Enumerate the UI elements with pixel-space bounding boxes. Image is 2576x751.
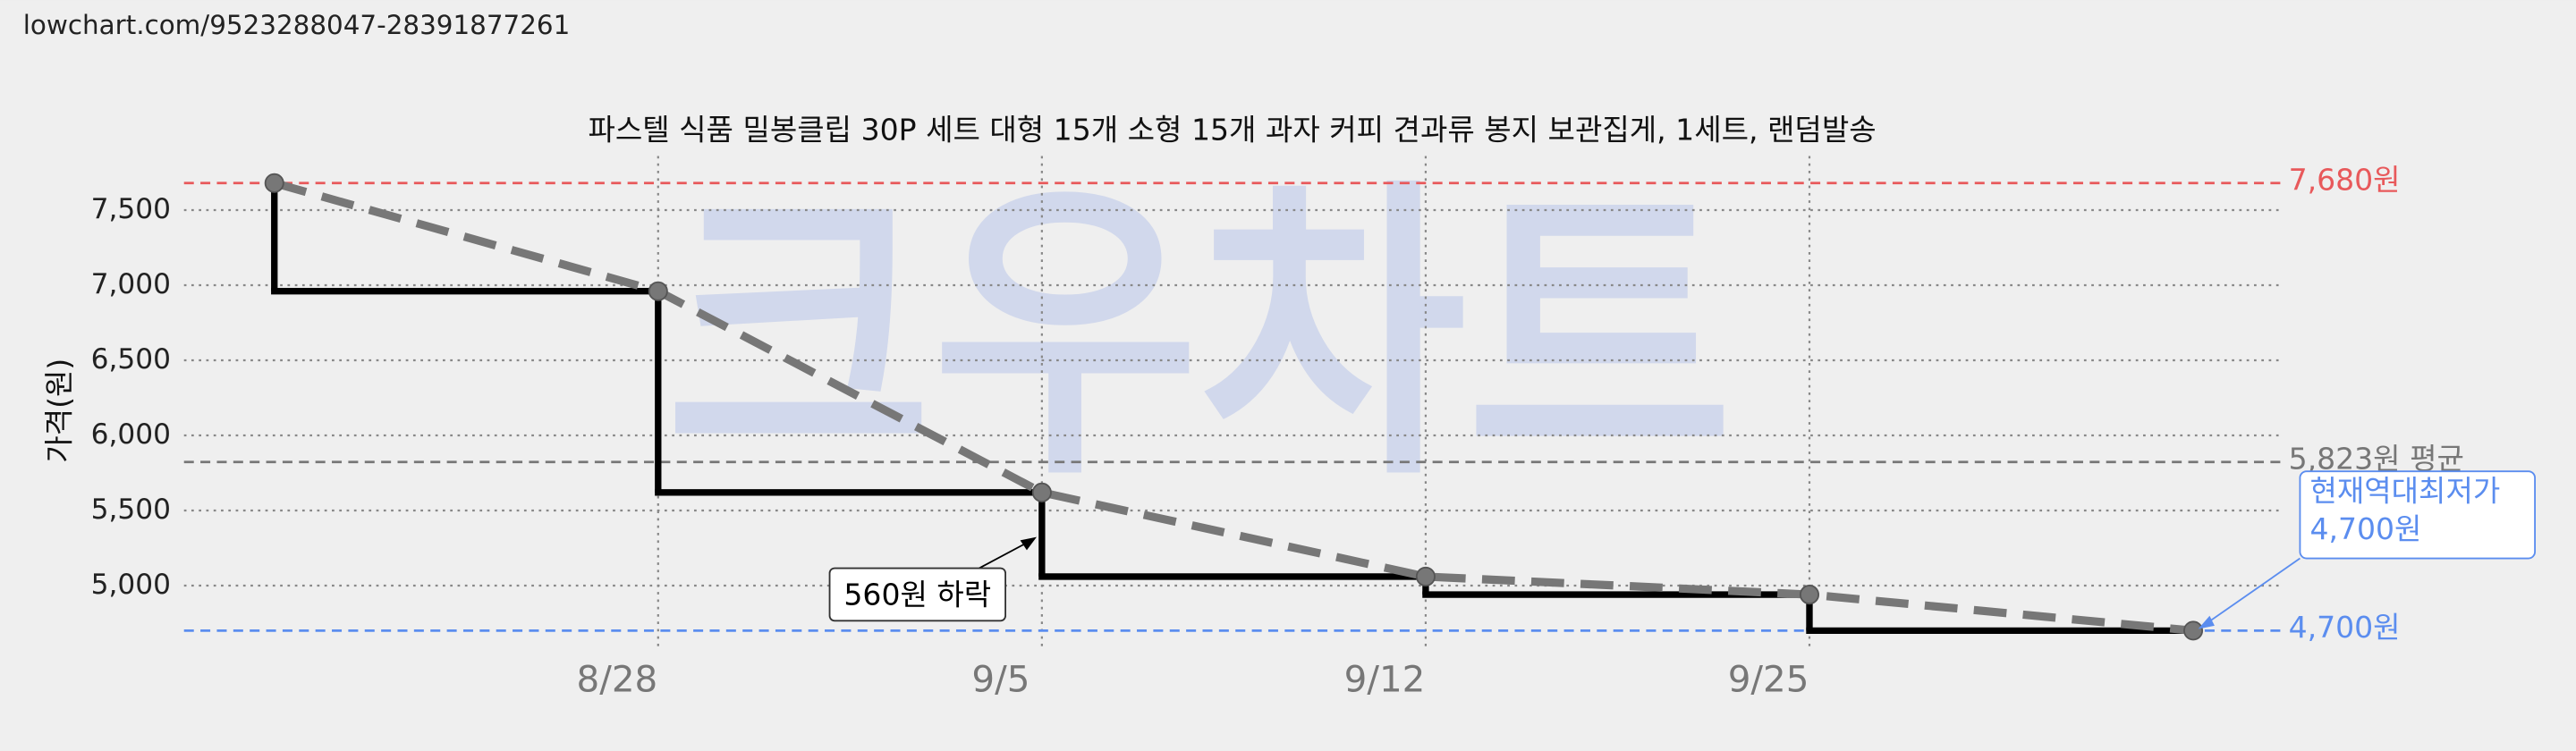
point xyxy=(648,281,668,301)
reference-label: 5,823원 평균 xyxy=(2289,441,2464,476)
reference-label: 4,700원 xyxy=(2289,610,2401,645)
watermark: 크우차트 xyxy=(665,155,1733,518)
point xyxy=(2183,620,2204,641)
annotation-text: 560원 하락 xyxy=(843,577,991,612)
point xyxy=(1415,566,1436,586)
annotation-box xyxy=(828,567,1006,622)
x-tick-label: 9/25 xyxy=(1728,657,1809,700)
chart-title: 파스텔 식품 밀봉클립 30P 세트 대형 15개 소형 15개 과자 커피 견… xyxy=(588,112,1876,147)
annotation-arrowhead xyxy=(2198,615,2215,629)
annotation-text: 현재역대최저가 xyxy=(2309,474,2500,509)
y-tick-label: 5,500 xyxy=(91,494,171,526)
point xyxy=(264,173,284,193)
point xyxy=(1799,585,1820,605)
y-axis-label: 가격(원) xyxy=(41,359,76,463)
y-tick-label: 6,500 xyxy=(91,343,171,376)
x-tick-label: 9/5 xyxy=(971,657,1030,700)
annotation-arrow xyxy=(2207,557,2301,623)
y-tick-label: 7,500 xyxy=(91,193,171,225)
annotation-arrow xyxy=(979,541,1030,570)
reference-label: 7,680원 xyxy=(2289,162,2401,197)
y-tick-label: 6,000 xyxy=(91,418,171,451)
annotation-arrowhead xyxy=(1020,536,1037,551)
point xyxy=(1031,482,1052,502)
annotation-text: 4,700원 xyxy=(2309,511,2421,546)
url: lowchart.com/9523288047-28391877261 xyxy=(23,10,571,40)
y-tick-label: 5,000 xyxy=(91,569,171,601)
x-tick-label: 8/28 xyxy=(577,657,658,700)
y-tick-label: 7,000 xyxy=(91,268,171,300)
x-tick-label: 9/12 xyxy=(1344,657,1426,700)
annotation-box xyxy=(2299,470,2536,560)
